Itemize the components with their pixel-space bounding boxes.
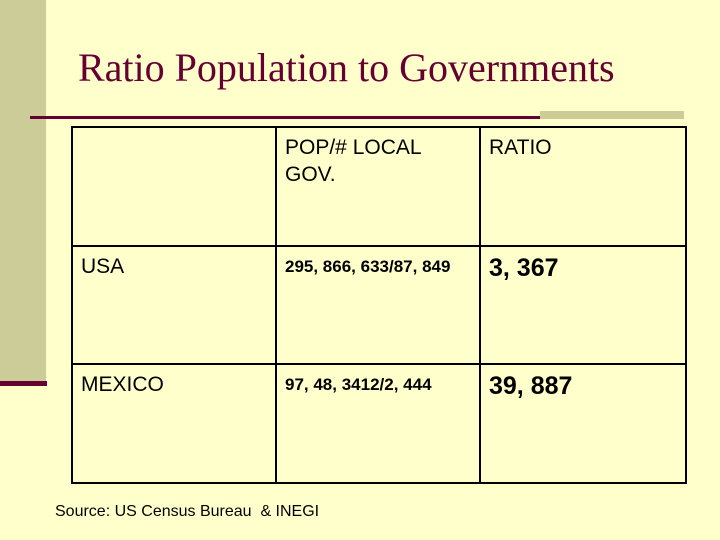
header-cell-ratio: RATIO	[479, 126, 687, 247]
ratio-table: POP/# LOCAL GOV. RATIO USA 295, 866, 633…	[71, 126, 687, 484]
side-decor-band	[0, 0, 46, 382]
ratio-cell-usa: 3, 367	[479, 245, 687, 365]
table-row: USA 295, 866, 633/87, 849 3, 367	[71, 245, 687, 365]
ratio-cell-mexico: 39, 887	[479, 363, 687, 484]
table-row: MEXICO 97, 48, 3412/2, 444 39, 887	[71, 363, 687, 484]
slide-title: Ratio Population to Governments	[78, 45, 615, 90]
side-decor-tick	[0, 381, 47, 386]
table-header-row: POP/# LOCAL GOV. RATIO	[71, 126, 687, 247]
country-cell-usa: USA	[71, 245, 277, 365]
title-underline-accent	[540, 111, 684, 119]
header-cell-pop-local-gov: POP/# LOCAL GOV.	[275, 126, 481, 247]
header-cell-empty	[71, 126, 277, 247]
calculation-cell-mexico: 97, 48, 3412/2, 444	[275, 363, 481, 484]
country-cell-mexico: MEXICO	[71, 363, 277, 484]
title-underline	[30, 116, 540, 119]
calculation-cell-usa: 295, 866, 633/87, 849	[275, 245, 481, 365]
source-note: Source: US Census Bureau & INEGI	[55, 503, 320, 520]
